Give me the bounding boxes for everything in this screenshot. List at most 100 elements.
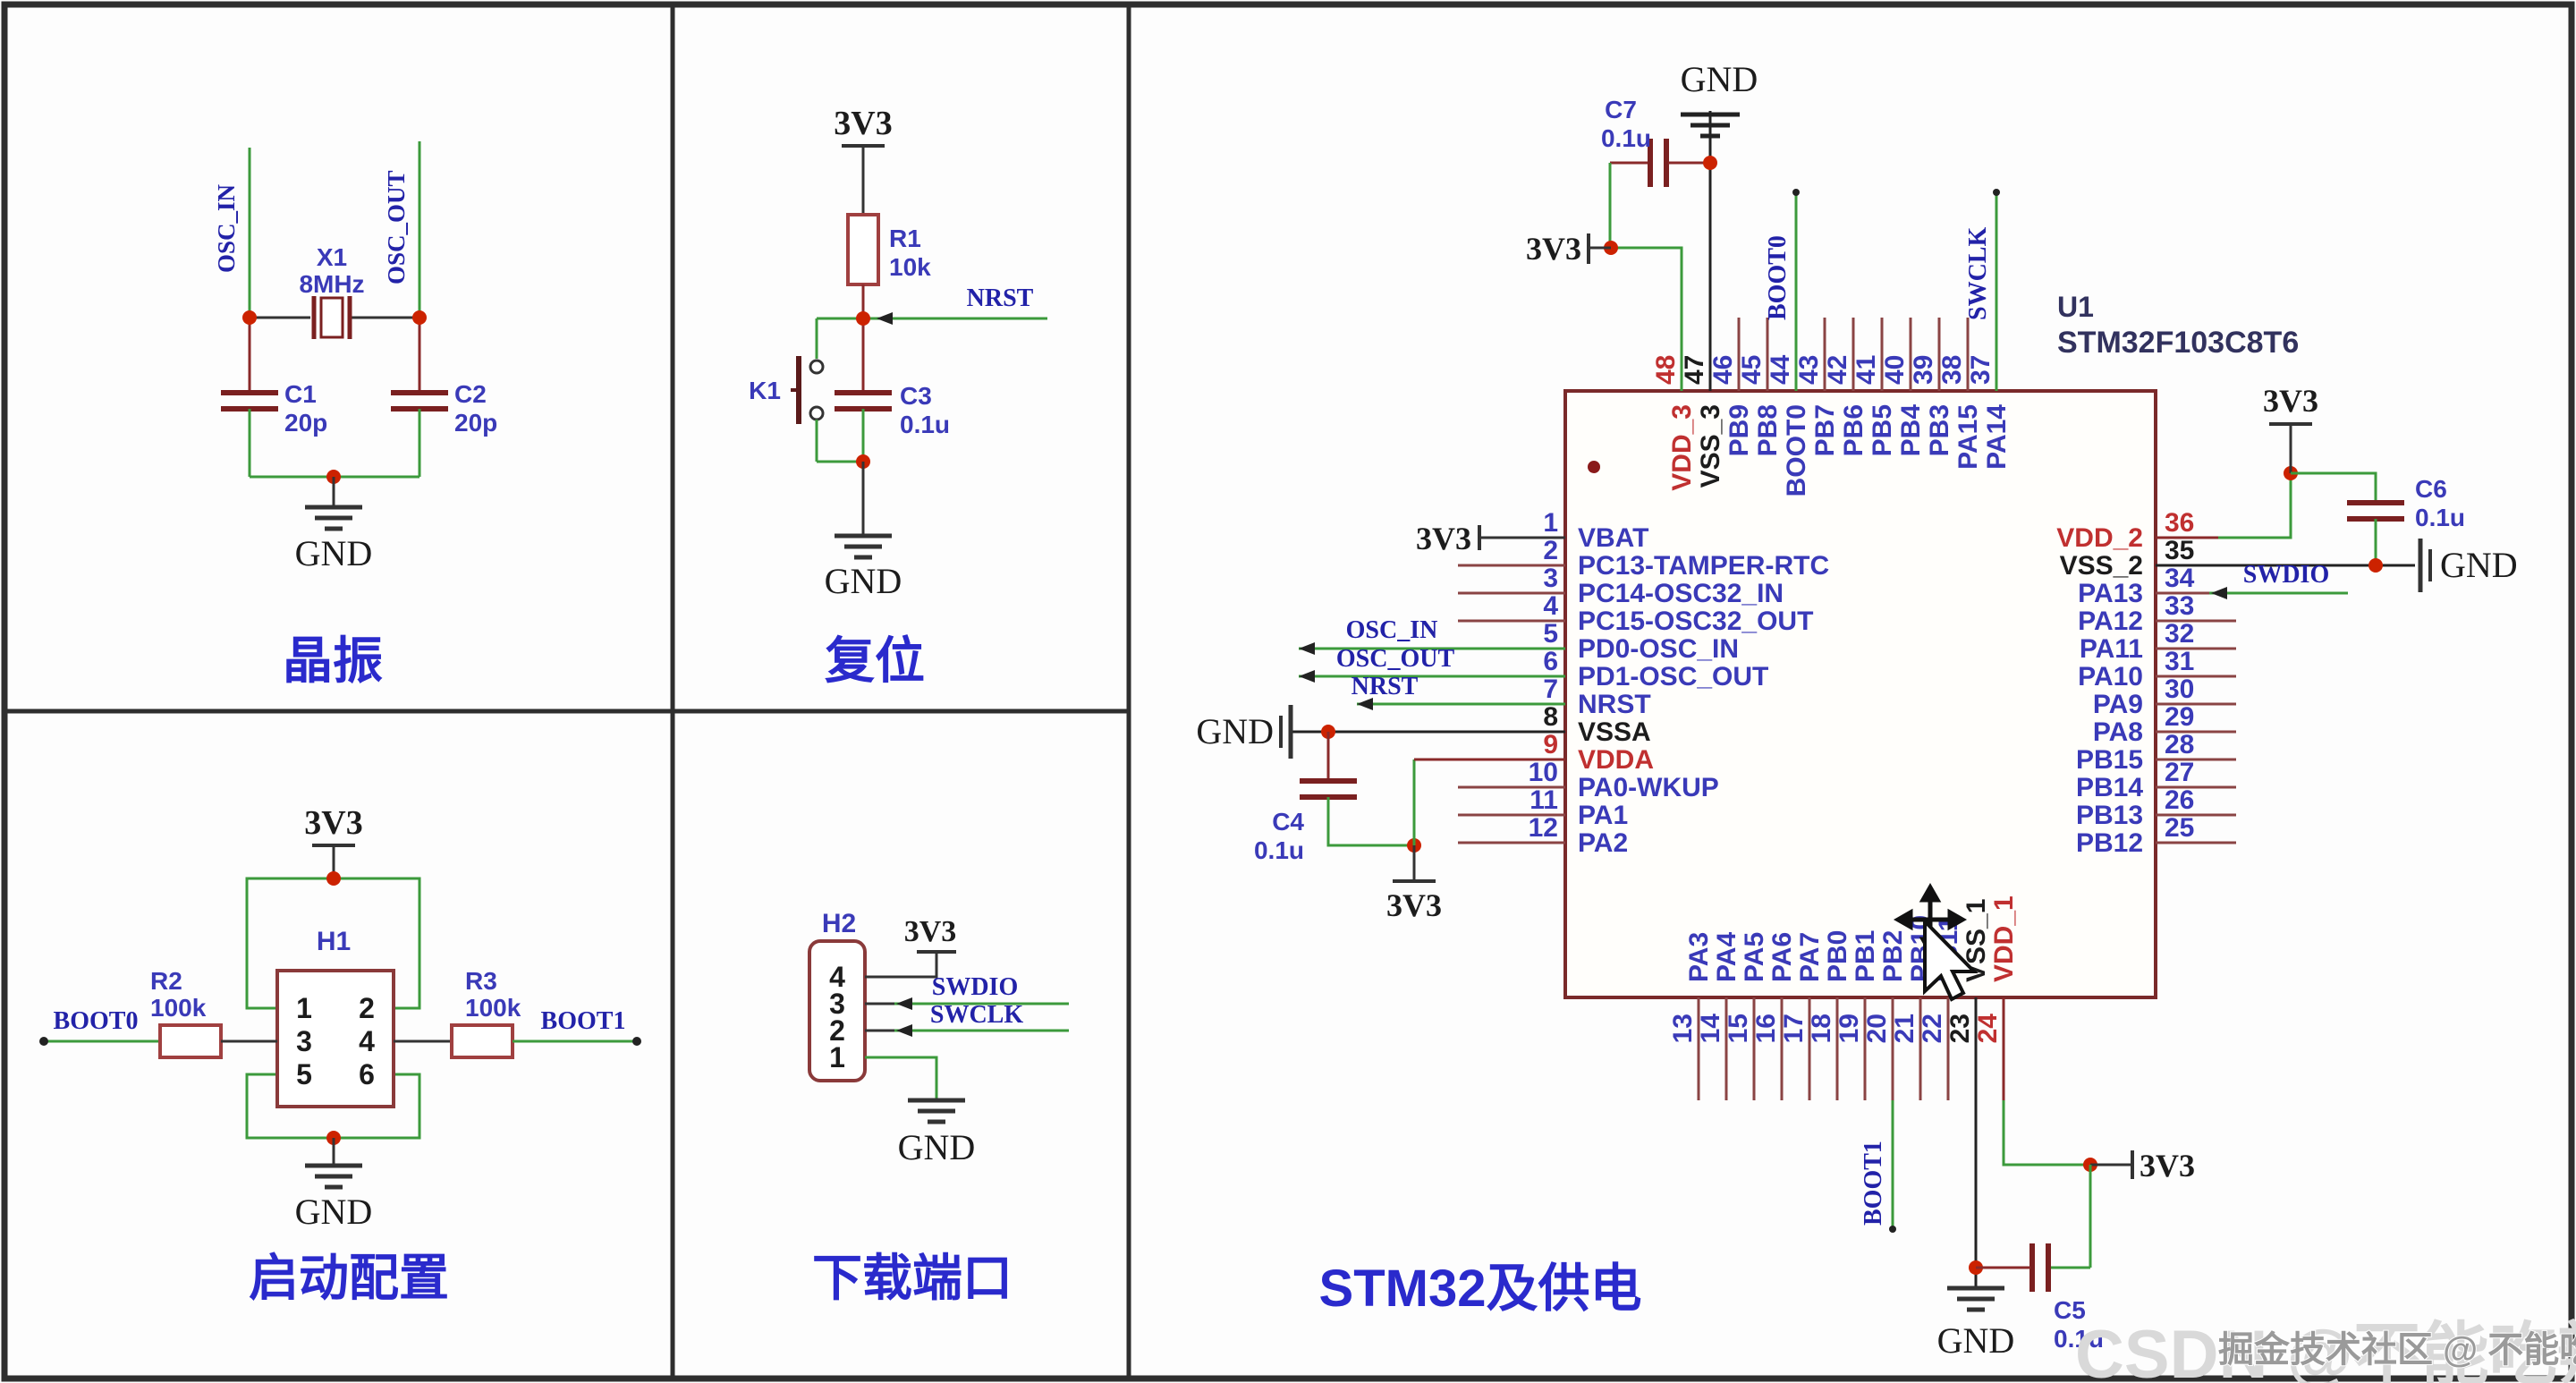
c3-value: 0.1u [900, 411, 950, 438]
r3-value: 100k [465, 994, 521, 1022]
pin-num: 26 [2165, 785, 2194, 815]
r1-refdes: R1 [889, 225, 921, 252]
v33-label-boot: 3V3 [304, 804, 362, 842]
h1-pin4: 4 [359, 1025, 375, 1057]
pin-num: 16 [1751, 1014, 1781, 1043]
pin-name: PA8 [2093, 717, 2143, 747]
c3-refdes: C3 [900, 382, 932, 410]
pin-name: VSS_3 [1696, 404, 1725, 488]
net-label-osc-out-mcu: OSC_OUT [1336, 645, 1455, 673]
pin-num: 42 [1823, 355, 1852, 385]
pin-num: 41 [1852, 355, 1881, 385]
ground-symbol-boot [305, 1138, 362, 1190]
pin-name: PB7 [1810, 404, 1840, 456]
pin-num: 30 [2165, 675, 2194, 704]
pin-name: VDD_2 [2056, 523, 2143, 553]
pin-name: PA4 [1712, 932, 1741, 982]
h1-pin2: 2 [359, 992, 375, 1024]
panel-title-stm32: STM32及供电 [1319, 1260, 1642, 1318]
x1-value: 8MHz [299, 270, 364, 298]
pin-name: BOOT0 [1782, 404, 1811, 496]
pin-num: 4 [1543, 591, 1558, 621]
gnd-label-crystal: GND [295, 533, 373, 573]
net-label-swclk-top: SWCLK [1964, 227, 1992, 320]
crystal-x1-symbol [311, 296, 352, 339]
pin-num: 2 [1543, 536, 1558, 565]
c1-value: 20p [284, 409, 327, 437]
r3-refdes: R3 [465, 967, 497, 995]
pin-name: PA1 [1578, 801, 1628, 830]
h1-pin5: 5 [296, 1058, 312, 1090]
pin-name: PA0-WKUP [1578, 773, 1719, 802]
pin-num: 17 [1779, 1014, 1809, 1043]
gnd-label-vss2: GND [2440, 545, 2518, 585]
watermark-csdn: CSDN @不能吃辣wwww [2075, 1317, 2576, 1383]
pin-num: 31 [2165, 647, 2194, 676]
c5-refdes: C5 [2054, 1296, 2086, 1324]
pin-name: PB1 [1851, 930, 1880, 982]
panel-title-crystal: 晶振 [283, 632, 383, 689]
mcu-top-pins: BOOT0 SWCLK 48 47 46 45 44 43 42 41 40 3… [1611, 111, 2012, 496]
h1-pin1: 1 [296, 992, 312, 1024]
pin-name: PB3 [1925, 404, 1954, 456]
watermark-community: 掘金技术社区 @ 不能吃辣www [2218, 1329, 2576, 1370]
panel-title-download: 下载端口 [812, 1250, 1013, 1306]
pin-name: PB9 [1724, 404, 1754, 456]
pin-num: 5 [1543, 619, 1558, 649]
pin-num: 36 [2165, 508, 2194, 538]
ground-symbol-download [908, 1098, 965, 1124]
v33-label-vbat: 3V3 [1416, 521, 1471, 556]
pointer-arrow-icon [1923, 917, 1979, 1002]
pin-num: 3 [1543, 564, 1558, 593]
capacitor-c3-symbol [835, 390, 892, 412]
ground-symbol-vss2 [2418, 539, 2432, 592]
net-label-boot1-right: BOOT1 [541, 1007, 626, 1035]
u1-partnumber: STM32F103C8T6 [2057, 326, 2299, 360]
pin-name: PA13 [2078, 579, 2143, 608]
net-label-swclk-download: SWCLK [930, 1001, 1023, 1029]
pin-num: 23 [1945, 1014, 1975, 1043]
pin-num: 19 [1835, 1014, 1864, 1043]
pin-num: 48 [1651, 355, 1681, 385]
pin-name: PB13 [2076, 801, 2143, 830]
ground-symbol-reset [835, 462, 892, 560]
pin-name: PA15 [1953, 404, 1983, 470]
pin-name: PA2 [1578, 828, 1628, 858]
gnd-label-vssa: GND [1196, 711, 1274, 751]
pushbutton-k1-symbol [791, 356, 825, 424]
c2-refdes: C2 [454, 380, 487, 408]
pin-num: 13 [1668, 1014, 1698, 1043]
capacitor-c1-symbol [221, 390, 278, 412]
pin-num: 9 [1543, 730, 1558, 759]
pin-name: PC14-OSC32_IN [1578, 579, 1784, 608]
pin-name: PB5 [1868, 404, 1897, 456]
pin-name: PA11 [2080, 634, 2143, 664]
pin-name: PC13-TAMPER-RTC [1578, 551, 1829, 581]
pin-num: 32 [2165, 619, 2194, 649]
pin-num: 10 [1529, 758, 1558, 787]
pin-name: PB14 [2076, 773, 2143, 802]
ground-symbol-crystal [305, 477, 362, 531]
pin-name: VDDA [1578, 745, 1654, 775]
mcu-u1-body [1563, 389, 2157, 999]
pin-num: 43 [1794, 355, 1824, 385]
pin-name: PB2 [1878, 930, 1908, 982]
pin-num: 33 [2165, 591, 2194, 621]
pin-name: PA10 [2078, 662, 2143, 692]
gnd-label-download: GND [898, 1127, 976, 1167]
gnd-label-reset: GND [825, 561, 902, 601]
mcu-right-pins: 3V3 C6 0.1u GND SWDIO 36 35 34 [2056, 383, 2517, 858]
pin-num: 24 [1973, 1014, 2003, 1044]
h2-pin4: 4 [829, 961, 845, 993]
r1-value: 10k [889, 253, 931, 281]
r2-value: 100k [150, 994, 207, 1022]
pin-name: PB8 [1753, 404, 1783, 456]
pin-name: PA14 [1982, 404, 2012, 470]
pin-num: 22 [1918, 1014, 1947, 1043]
panel-title-reset: 复位 [825, 632, 925, 689]
pin-num: 44 [1766, 354, 1795, 385]
k1-refdes: K1 [749, 377, 781, 404]
